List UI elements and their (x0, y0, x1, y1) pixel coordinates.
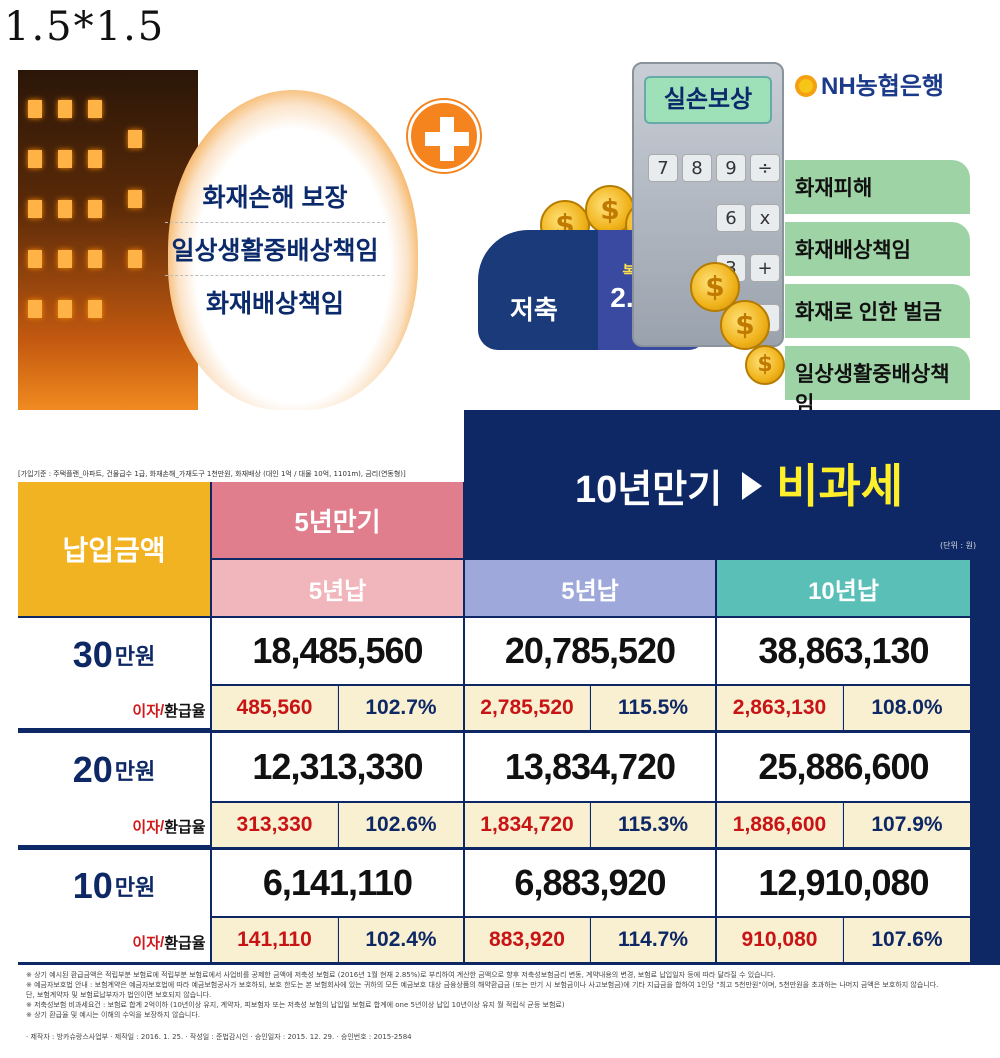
purse-label: 저축 (510, 295, 558, 325)
total-refund: 12,910,080 (717, 850, 970, 916)
header-five-year-pay-b: 5년납 (465, 560, 715, 616)
logo-text: NH농협은행 (821, 73, 944, 100)
coverage-line: 화재손해 보장 (165, 170, 385, 223)
refund-ratio: 102.6% (339, 803, 463, 847)
amount-number: 30 (72, 634, 113, 675)
total-refund: 20,785,520 (465, 618, 715, 684)
amount-unit: 만원 (114, 644, 156, 669)
refund-ratio: 115.3% (591, 803, 715, 847)
amount-number: 10 (72, 865, 113, 906)
header-five-year-pay-a: 5년납 (212, 560, 463, 616)
refund-ratio: 102.7% (339, 686, 463, 730)
coverage-list-item: 일상생활중배상책임 (785, 346, 970, 416)
row-amount-20: 20 만원 (18, 733, 210, 807)
refund-ratio: 114.7% (591, 918, 715, 962)
interest-amount: 2,863,130 (717, 686, 843, 730)
refund-ratio: 107.6% (844, 918, 970, 962)
total-refund: 25,886,600 (717, 733, 970, 801)
amount-unit: 만원 (114, 875, 156, 900)
ratio-word: 환급율 (164, 818, 206, 836)
amount-unit: 만원 (114, 759, 156, 784)
disclaimer-line: ※ 상기 예시된 환급금액은 적립부분 보험료에 적립부분 보험료에서 사업비를… (26, 971, 776, 979)
slash: / (160, 817, 165, 835)
interest-amount: 2,785,520 (465, 686, 590, 730)
calculator-key: 6 (716, 204, 746, 232)
ratio-word: 환급율 (164, 702, 206, 720)
calculator-key: x (750, 204, 780, 232)
page-top-label: 1.5*1.5 (4, 4, 166, 50)
coverage-bubble-text: 화재손해 보장 일상생활중배상책임 화재배상책임 (165, 170, 385, 328)
calculator-key: 7 (648, 154, 678, 182)
header-five-year-maturity: 5년만기 (212, 482, 463, 558)
coverage-list-item: 화재배상책임 (785, 222, 970, 276)
slash: / (160, 701, 165, 719)
interest-ratio-label: 이자 / 환급율 (128, 692, 210, 728)
calculator-key: ÷ (750, 154, 780, 182)
disclaimer-footer: ※ 상기 예시된 환급금액은 적립부분 보험료에 적립부분 보험료에서 사업비를… (18, 966, 1000, 1058)
ten-year-maturity-title: 10년만기 비과세 (575, 450, 903, 516)
interest-ratio-label: 이자 / 환급율 (128, 807, 210, 845)
refund-ratio: 107.9% (844, 803, 970, 847)
calculator-key: 8 (682, 154, 712, 182)
calculator-key: 9 (716, 154, 746, 182)
refund-ratio: 108.0% (844, 686, 970, 730)
total-refund: 6,883,920 (465, 850, 715, 916)
nh-logo-icon (795, 75, 817, 97)
maturity-label: 10년만기 (575, 469, 723, 511)
interest-amount: 910,080 (717, 918, 843, 962)
interest-amount: 141,110 (212, 918, 338, 962)
interest-amount: 313,330 (212, 803, 338, 847)
amount-number: 20 (72, 749, 113, 790)
total-refund: 6,141,110 (212, 850, 463, 916)
arrow-right-icon (742, 472, 763, 500)
ratio-word: 환급율 (164, 934, 206, 952)
interest-amount: 883,920 (465, 918, 590, 962)
coverage-list-item: 화재로 인한 벌금 (785, 284, 970, 338)
coverage-line: 화재배상책임 (205, 290, 344, 318)
refund-ratio: 115.5% (591, 686, 715, 730)
disclaimer-line: ※ 상기 환급율 및 예시는 이해의 수익을 보장하지 않습니다. (26, 1011, 201, 1019)
total-refund: 18,485,560 (212, 618, 463, 684)
interest-amount: 485,560 (212, 686, 338, 730)
total-refund: 12,313,330 (212, 733, 463, 801)
nh-bank-logo: NH농협은행 (795, 66, 944, 101)
disclaimer-line: ※ 저축성보험 비과세요건 : 보험료 합계 2억이하 (10년이상 유지, 계… (26, 1001, 565, 1009)
document-meta: · 제작자 : 방카슈랑스사업부 · 제작일 : 2016. 1. 25. · … (26, 1033, 412, 1041)
coverage-list-item: 화재피해 (785, 160, 970, 214)
interest-amount: 1,886,600 (717, 803, 843, 847)
subscription-basis-note: [가입기준 : 주택플랜_아파트, 건물급수 1급, 화재손해_가재도구 1천만… (18, 466, 458, 482)
coverage-line: 일상생활중배상책임 (165, 223, 385, 276)
slash: / (160, 933, 165, 951)
header-ten-year-pay: 10년납 (717, 560, 970, 616)
total-refund: 13,834,720 (465, 733, 715, 801)
calculator-screen: 실손보상 (644, 76, 772, 124)
coin-icon: $ (745, 345, 785, 385)
interest-word: 이자 (132, 818, 161, 836)
header-payment-amount: 납입금액 (18, 482, 210, 616)
unit-note: (단위 : 원) (940, 541, 977, 550)
refund-ratio: 102.4% (339, 918, 463, 962)
interest-word: 이자 (132, 702, 161, 720)
total-refund: 38,863,130 (717, 618, 970, 684)
disclaimer-line: ※ 예금자보호법 안내 : 보험계약은 예금자보호법에 따라 예금보험공사가 보… (26, 981, 939, 989)
row-amount-10: 10 만원 (18, 850, 210, 922)
row-amount-30: 30 만원 (18, 618, 210, 692)
disclaimer-line: 단, 보험계약자 및 보험료납부자가 법인이면 보호되지 않습니다. (26, 991, 212, 999)
interest-word: 이자 (132, 934, 161, 952)
tax-free-label: 비과세 (776, 460, 904, 512)
interest-amount: 1,834,720 (465, 803, 590, 847)
interest-ratio-label: 이자 / 환급율 (128, 922, 210, 962)
plus-icon (408, 100, 480, 172)
calculator-key: + (750, 254, 780, 282)
fire-bubble (168, 90, 418, 410)
coin-icon: $ (720, 300, 770, 350)
